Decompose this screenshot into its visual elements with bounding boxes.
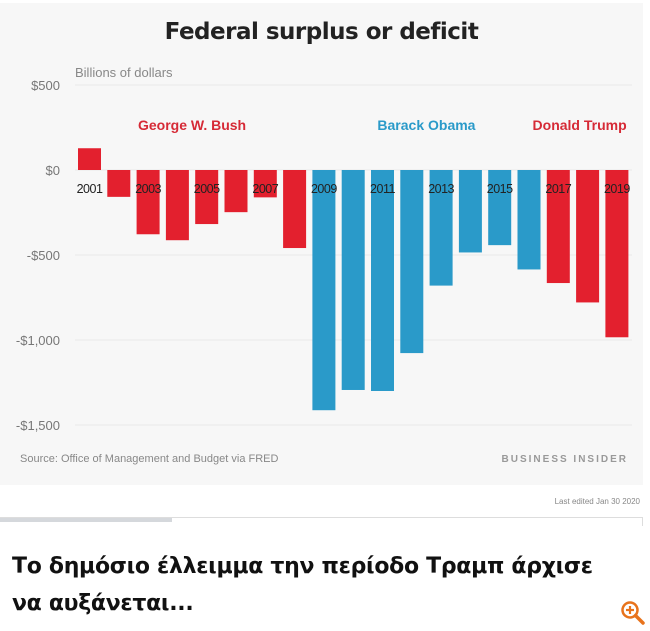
zoom-in-icon[interactable] [620,600,646,626]
bar-2004 [165,170,189,241]
bar-2002 [107,170,131,197]
brand-logo: BUSINESS INSIDER [501,454,628,465]
bar-2017 [546,170,570,284]
y-tick-label: $500 [31,78,60,93]
divider [0,517,643,518]
x-tick-label: 2019 [604,182,630,196]
y-tick-label: -$1,500 [16,418,60,433]
divider-end [642,517,643,526]
bar-2003 [136,170,160,235]
x-tick-label: 2017 [545,182,571,196]
y-tick-label: -$500 [27,248,60,263]
bar-2011 [371,170,394,391]
bar-chart: Billions of dollars $500 $0 -$500 -$1,000 -$1… [16,65,632,433]
bar-2012 [400,170,424,354]
bar-2006 [224,170,248,213]
x-tick-label: 2011 [370,182,395,196]
annotation-label: Donald Trump [533,117,627,133]
x-tick-label: 2001 [77,182,103,196]
x-tick-label: 2009 [311,182,337,196]
bar-2007 [253,170,277,198]
y-tick-label: $0 [46,163,60,178]
bar-2015 [488,170,512,246]
annotation-label: Barack Obama [377,117,475,133]
article-headline: Το δημόσιο έλλειμμα την περίοδο Τραμπ άρ… [12,554,593,616]
last-edited: Last edited Jan 30 2020 [554,497,640,506]
chart-source: Source: Office of Management and Budget … [20,453,279,465]
x-tick-label: 2003 [135,182,161,196]
bar-2018 [576,170,600,303]
x-tick-label: 2005 [194,182,220,196]
bar-2009 [312,170,336,411]
x-tick-label: 2013 [428,182,454,196]
annotation-label: George W. Bush [138,117,246,133]
bar-2019 [605,170,629,338]
bar-2008 [283,170,307,249]
bar-2013 [429,170,453,286]
x-tick-label: 2015 [487,182,513,196]
progress-bar [0,518,172,522]
y-axis-label: Billions of dollars [75,65,173,80]
bar-2010 [341,170,365,390]
x-tick-label: 2007 [252,182,278,196]
bar-2005 [195,170,219,225]
chart-title: Federal surplus or deficit [164,19,479,45]
y-tick-label: -$1,000 [16,333,60,348]
bar-2014 [458,170,482,253]
bar-2016 [517,170,541,270]
bar-2001 [78,148,101,170]
